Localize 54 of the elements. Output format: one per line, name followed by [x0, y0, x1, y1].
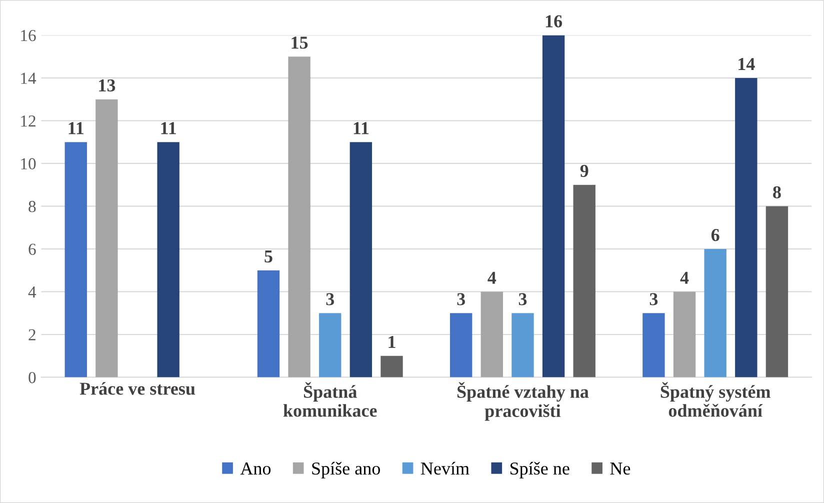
bar — [512, 313, 534, 378]
data-label: 3 — [518, 293, 527, 306]
x-tick-label: Práce ve stresu — [80, 382, 196, 395]
data-label: 11 — [68, 122, 84, 134]
x-tick-label: Špatné vztahy na pracovišti — [457, 382, 589, 421]
data-label: 3 — [457, 293, 465, 306]
legend-label: Nevím — [420, 462, 470, 475]
bar — [704, 248, 726, 378]
y-tick-label: 14 — [21, 72, 36, 84]
legend-label: Spíše ne — [510, 462, 570, 478]
legend-label: Ano — [240, 462, 271, 475]
x-tick-label: Špatný systém odměňování — [660, 382, 770, 417]
y-tick-label: 2 — [28, 329, 36, 340]
data-label: 16 — [546, 15, 562, 28]
bar — [573, 184, 596, 378]
data-label: 4 — [488, 272, 496, 284]
bar — [480, 292, 503, 378]
y-tick-label: 8 — [28, 200, 36, 212]
data-label: 1 — [388, 336, 396, 348]
bar — [450, 313, 472, 378]
data-label: 3 — [326, 293, 334, 306]
y-tick-label: 0 — [28, 372, 36, 384]
legend-label: Ne — [610, 462, 630, 475]
bar — [319, 313, 342, 378]
bar — [64, 142, 87, 378]
data-label: 14 — [738, 58, 755, 70]
bar — [673, 292, 696, 378]
bar — [380, 356, 403, 378]
bar — [735, 78, 758, 378]
legend-label: Spíše ano — [312, 462, 380, 478]
data-label: 15 — [292, 36, 308, 49]
bar — [642, 313, 665, 378]
data-label: 11 — [161, 122, 176, 134]
y-tick-label: 10 — [21, 158, 36, 170]
data-label: 5 — [264, 250, 272, 263]
x-tick-label: Špatná komunikace — [283, 382, 377, 417]
bar — [288, 56, 310, 378]
data-label: 3 — [650, 293, 658, 306]
data-label: 6 — [711, 229, 720, 242]
data-label: 9 — [580, 164, 588, 178]
data-label: 11 — [354, 122, 369, 134]
y-tick-label: 4 — [28, 286, 36, 298]
bar — [542, 35, 565, 378]
y-tick-label: 16 — [21, 30, 36, 42]
bar — [766, 206, 788, 378]
bar — [96, 99, 118, 378]
bar — [157, 142, 180, 378]
bar — [257, 270, 280, 378]
data-label: 13 — [99, 79, 116, 92]
bar — [350, 142, 372, 378]
data-label: 4 — [680, 272, 689, 284]
data-label: 8 — [773, 186, 781, 198]
y-tick-label: 12 — [21, 115, 36, 127]
y-tick-label: 6 — [28, 244, 36, 255]
